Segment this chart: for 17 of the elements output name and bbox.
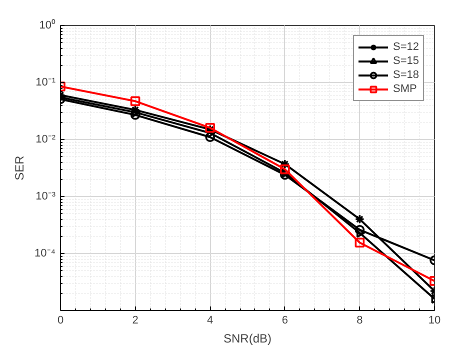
x-tick-label: 4 (207, 314, 214, 326)
x-axis-title: SNR(dB) (223, 332, 272, 346)
legend-label: SMP (393, 82, 417, 96)
y-tick-label: 10⁻¹ (36, 76, 56, 88)
x-tick-label: 10 (428, 314, 441, 326)
x-tick-label: 6 (282, 314, 288, 326)
y-tick-label: 10⁻³ (36, 190, 56, 202)
x-tick-label: 0 (57, 314, 64, 326)
y-tick-label: 10⁻² (36, 134, 56, 146)
x-tick-label: 2 (132, 314, 138, 326)
x-tick-label: 8 (356, 314, 363, 326)
legend-label: S=18 (393, 68, 419, 82)
legend-label: S=12 (393, 40, 419, 54)
legend-label: S=15 (393, 54, 419, 68)
y-tick-label: 10⁻⁴ (34, 248, 56, 260)
y-tick-label: 10⁰ (39, 18, 56, 32)
y-axis-title: SER (12, 155, 27, 180)
